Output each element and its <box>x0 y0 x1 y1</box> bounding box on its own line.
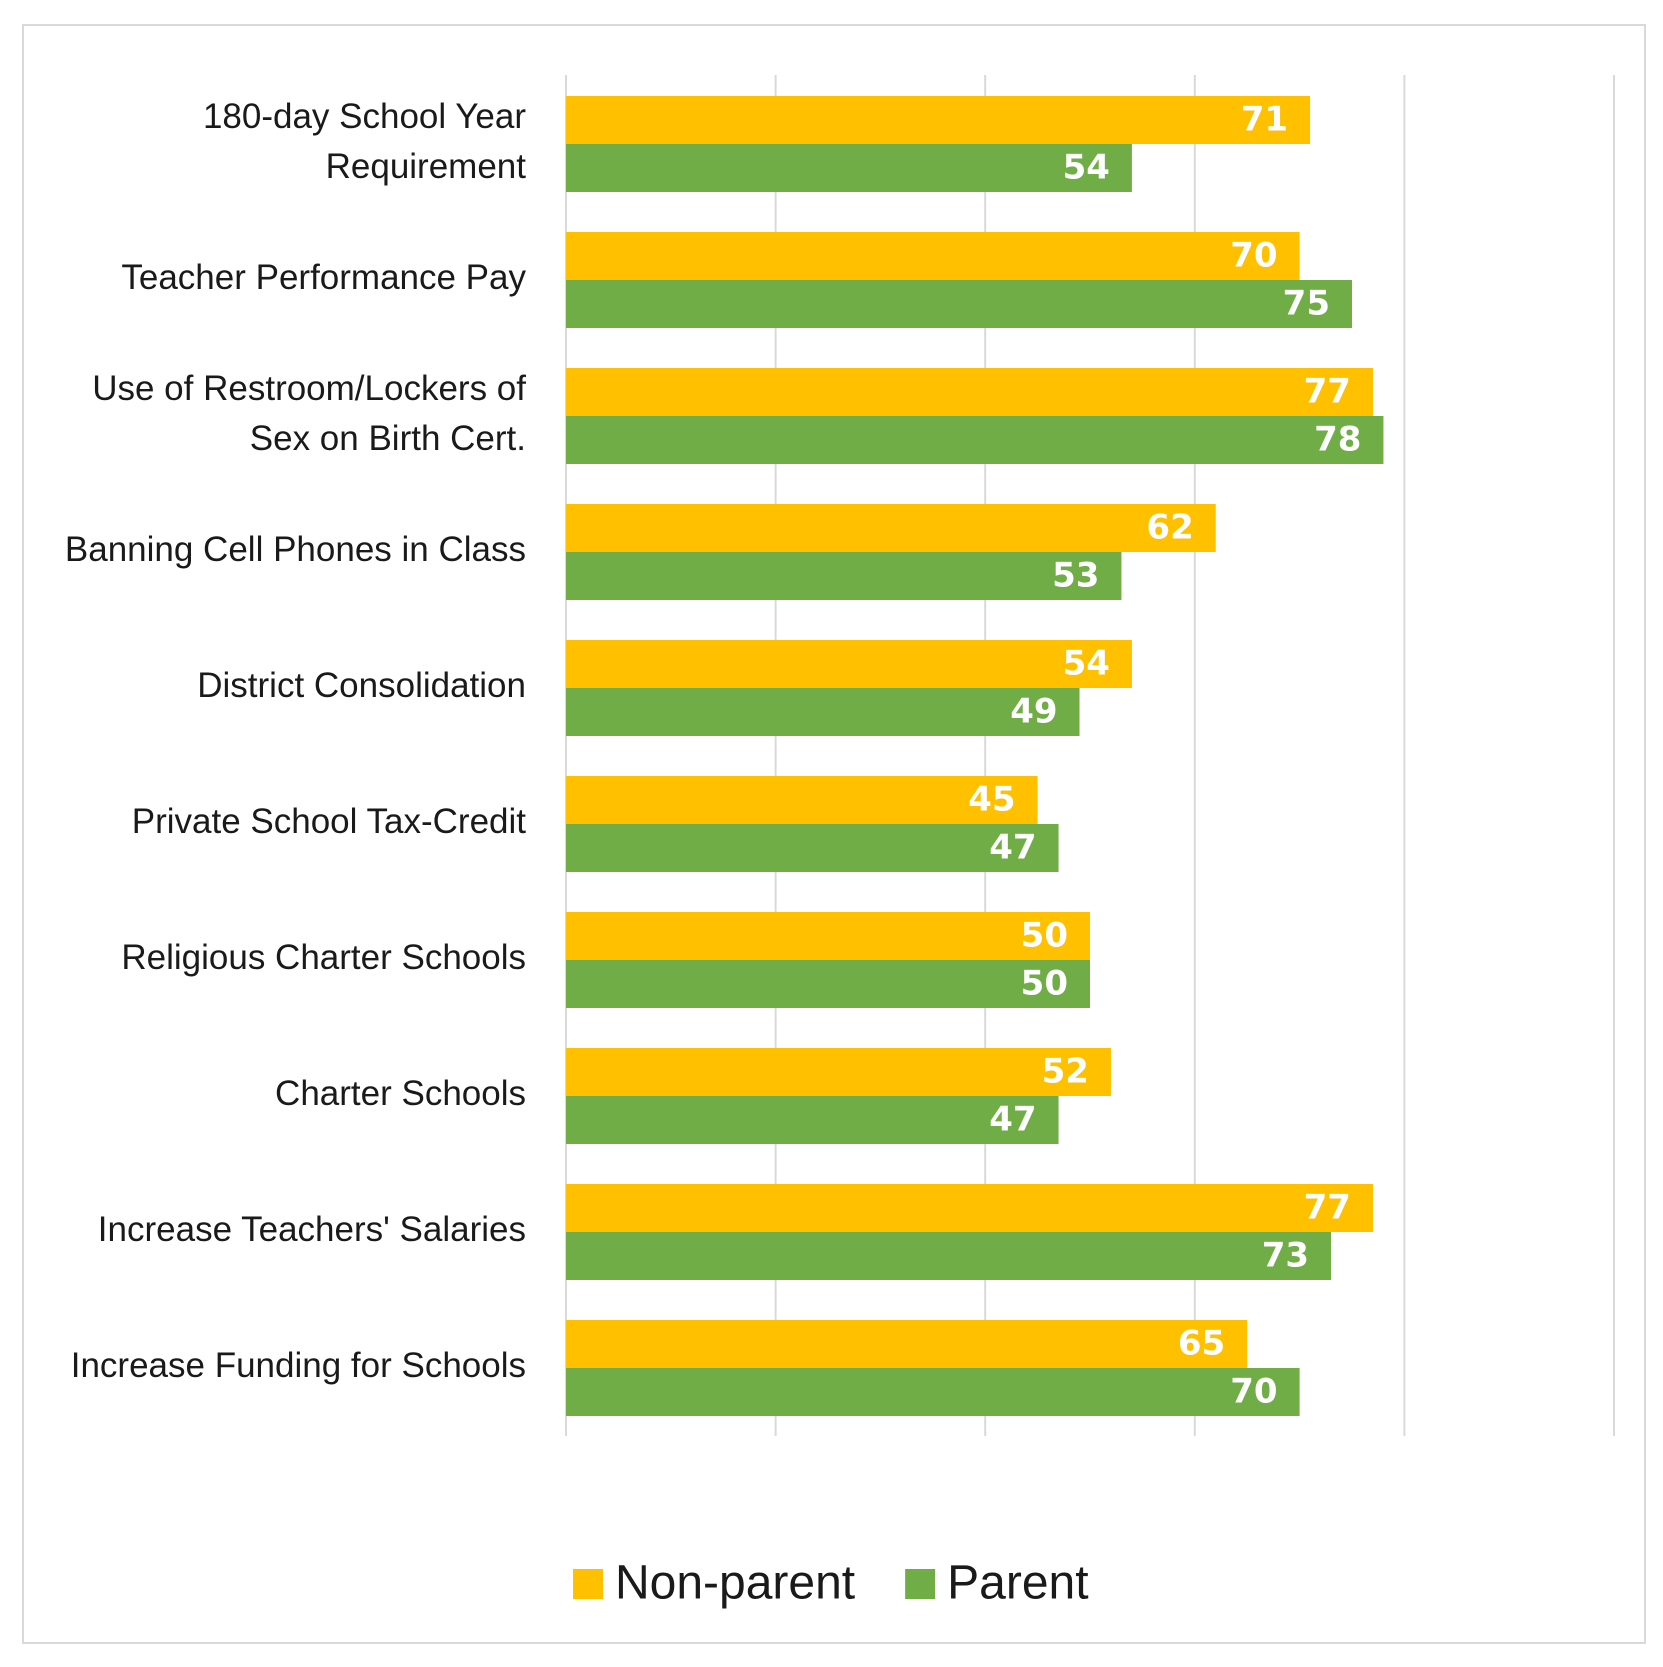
bar-non-parent <box>566 1184 1373 1232</box>
legend-swatch-non-parent <box>573 1569 603 1599</box>
bar-parent <box>566 280 1352 328</box>
category-label-line: 180-day School Year <box>203 97 526 136</box>
category-label-line: Charter Schools <box>275 1074 526 1113</box>
category-label: Teacher Performance Pay <box>121 258 526 297</box>
bar-parent <box>566 688 1080 736</box>
bar-non-parent <box>566 96 1311 144</box>
category-label: Increase Teachers' Salaries <box>98 1210 526 1249</box>
data-label: 65 <box>1178 1324 1225 1364</box>
bar-non-parent <box>566 368 1373 416</box>
bar-parent <box>566 824 1059 872</box>
category-label-line: Increase Funding for Schools <box>71 1346 526 1385</box>
category-label-line: Private School Tax-Credit <box>132 802 527 841</box>
bar-non-parent <box>566 1320 1248 1368</box>
bar-parent <box>566 144 1132 192</box>
legend: Non-parent Parent <box>573 1557 1089 1610</box>
bar-parent <box>566 416 1384 464</box>
data-label: 71 <box>1241 100 1288 140</box>
bar-parent <box>566 960 1090 1008</box>
category-label-line: District Consolidation <box>197 666 526 705</box>
data-label: 45 <box>968 780 1015 820</box>
category-label-line: Requirement <box>326 147 527 186</box>
bars <box>566 96 1384 1416</box>
legend-label-non-parent: Non-parent <box>615 1557 855 1610</box>
data-label: 53 <box>1052 556 1099 596</box>
category-label: Use of Restroom/Lockers of Sex on Birth C… <box>92 369 526 458</box>
data-label: 47 <box>989 1100 1036 1140</box>
category-label-line: Religious Charter Schools <box>121 938 526 977</box>
category-labels: 180-day School Year Requirement Teacher Pe… <box>65 97 527 1385</box>
data-label: 75 <box>1283 284 1330 324</box>
legend-label-parent: Parent <box>947 1557 1088 1610</box>
bar-non-parent <box>566 232 1300 280</box>
data-label: 49 <box>1010 692 1057 732</box>
bar-parent <box>566 552 1122 600</box>
category-label-line: Increase Teachers' Salaries <box>98 1210 526 1249</box>
bar-non-parent <box>566 1048 1111 1096</box>
data-label: 54 <box>1063 148 1110 188</box>
data-label: 77 <box>1304 1188 1351 1228</box>
bar-non-parent <box>566 776 1038 824</box>
category-label: Banning Cell Phones in Class <box>65 530 526 569</box>
category-label-line: Use of Restroom/Lockers of <box>92 369 526 408</box>
bar-parent <box>566 1368 1300 1416</box>
data-label: 50 <box>1021 916 1068 956</box>
legend-swatch-parent <box>905 1569 936 1599</box>
data-label: 70 <box>1230 236 1277 276</box>
bar-non-parent <box>566 640 1132 688</box>
bar-non-parent <box>566 504 1216 552</box>
data-label: 52 <box>1042 1052 1089 1092</box>
category-label: Increase Funding for Schools <box>71 1346 526 1385</box>
category-label-line: Teacher Performance Pay <box>121 258 526 297</box>
category-label-line: Sex on Birth Cert. <box>250 419 526 458</box>
data-label: 62 <box>1146 508 1193 548</box>
category-label: District Consolidation <box>197 666 526 705</box>
data-label: 77 <box>1304 372 1351 412</box>
bar-non-parent <box>566 912 1090 960</box>
category-label: Charter Schools <box>275 1074 526 1113</box>
category-label: Private School Tax-Credit <box>132 802 527 841</box>
category-label: 180-day School Year Requirement <box>203 97 526 186</box>
category-label: Religious Charter Schools <box>121 938 526 977</box>
data-label: 70 <box>1230 1372 1277 1412</box>
data-label: 54 <box>1063 644 1110 684</box>
data-label: 50 <box>1021 964 1068 1004</box>
data-label: 47 <box>989 828 1036 868</box>
category-label-line: Banning Cell Phones in Class <box>65 530 526 569</box>
data-label: 78 <box>1314 420 1361 460</box>
bar-parent <box>566 1096 1059 1144</box>
bar-parent <box>566 1232 1332 1280</box>
data-label: 73 <box>1262 1236 1309 1276</box>
